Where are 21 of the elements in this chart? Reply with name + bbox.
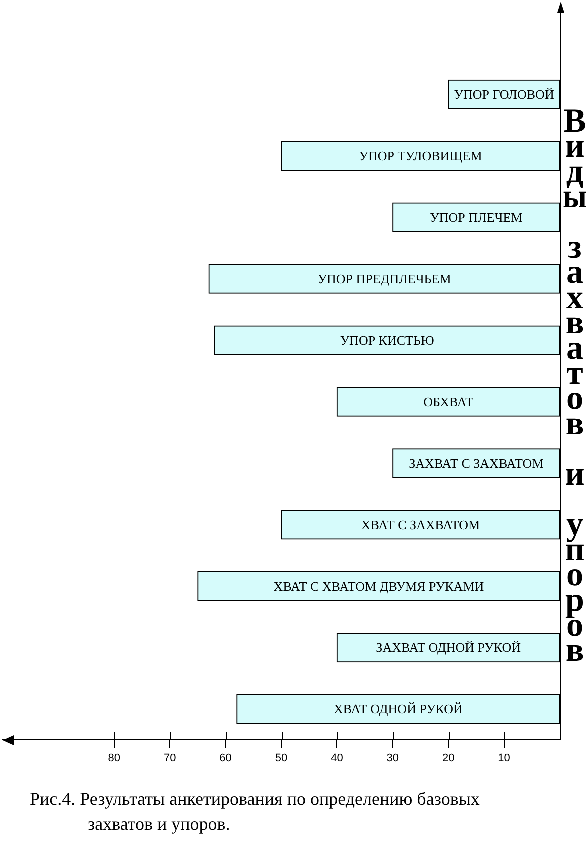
y-tick-label: УПОР ПРЕДПЛЕЧЬЕМ — [318, 272, 452, 287]
x-tick-label: 10 — [498, 752, 510, 765]
y-tick-label: ХВАТ ОДНОЙ РУКОЙ — [334, 702, 463, 717]
y-tick-label: ХВАТ С ХВАТОМ ДВУМЯ РУКАМИ — [274, 578, 484, 594]
y-tick-label: УПОР ТУЛОВИЩЕМ — [359, 148, 483, 164]
y-tick-label: ОБХВАТ — [424, 394, 474, 410]
x-tick-label: 60 — [220, 752, 232, 765]
y-tick-label: УПОР ГОЛОВОЙ — [454, 87, 554, 102]
y-tick-label: УПОР ПЛЕЧЕМ — [430, 210, 524, 226]
y-tick-label: ЗАХВАТ ОДНОЙ РУКОЙ — [376, 640, 522, 656]
y-tick-label: ХВАТ С ЗАХВАТОМ — [361, 517, 481, 532]
x-tick-label: 70 — [164, 752, 176, 765]
x-tick-label: 40 — [331, 752, 344, 765]
x-tick-label: 20 — [442, 752, 455, 765]
y-tick-label: УПОР КИСТЬЮ — [340, 332, 434, 348]
y-tick-label: ЗАХВАТ С ЗАХВАТОМ — [409, 456, 544, 471]
text: Рис.4. Результаты анкетирования по определению базовых захватов и упоров. — [29, 788, 481, 836]
x-tick-label: 80 — [108, 752, 121, 765]
x-tick-label: 50 — [275, 752, 288, 765]
text: Виды захватов и упоров — [562, 103, 588, 670]
x-tick-label: 30 — [386, 752, 400, 765]
